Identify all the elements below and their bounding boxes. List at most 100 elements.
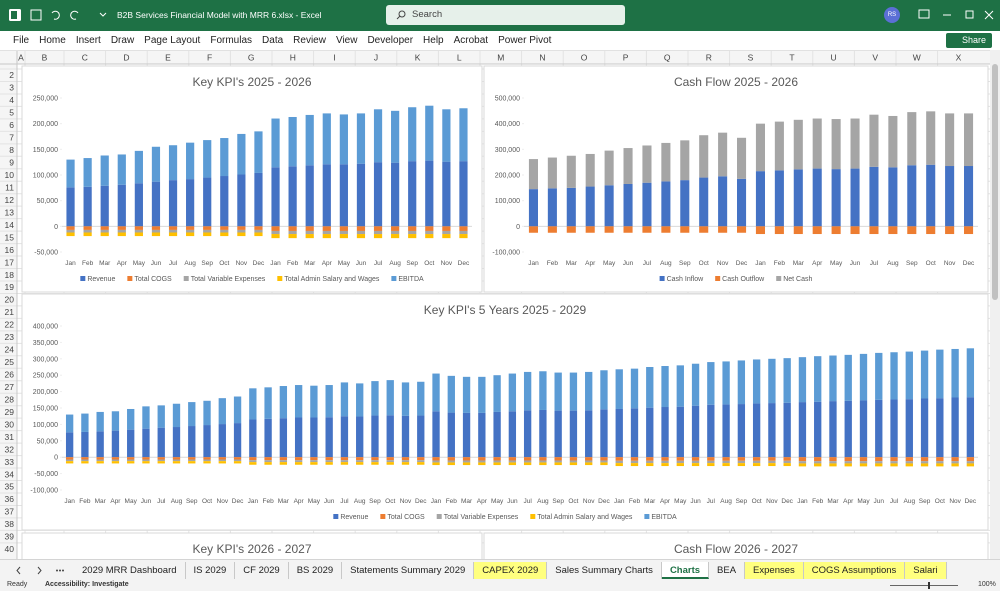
bar xyxy=(402,462,409,465)
column-header: I xyxy=(333,53,335,63)
legend-label: Revenue xyxy=(87,276,115,283)
ribbon-tab[interactable]: View xyxy=(336,35,358,46)
x-tick-label: Dec xyxy=(598,498,610,505)
vertical-scrollbar[interactable] xyxy=(990,50,1000,559)
sheet-tab[interactable]: Salari xyxy=(905,562,946,579)
bar xyxy=(906,461,913,463)
row-header: 4 xyxy=(9,95,14,105)
sheet-tab[interactable]: Expenses xyxy=(745,562,804,579)
row-header: 18 xyxy=(5,270,15,280)
bar xyxy=(907,226,916,234)
sheet-tab[interactable]: Sales Summary Charts xyxy=(547,562,662,579)
ribbon-tab[interactable]: Insert xyxy=(76,35,101,46)
bar xyxy=(829,461,836,463)
bar xyxy=(402,382,409,415)
bar xyxy=(585,457,592,460)
sheet-tab[interactable]: CF 2029 xyxy=(235,562,288,579)
x-tick-label: Aug xyxy=(184,260,196,267)
bar xyxy=(699,135,708,177)
bar xyxy=(967,348,974,397)
sheet-tab[interactable]: COGS Assumptions xyxy=(804,562,905,579)
column-header: T xyxy=(789,53,794,63)
legend-swatch xyxy=(380,514,385,519)
bar xyxy=(66,457,73,459)
sheet-tab[interactable]: BS 2029 xyxy=(289,562,342,579)
bar xyxy=(84,230,92,233)
bar xyxy=(402,460,409,462)
bar xyxy=(586,187,595,227)
bar xyxy=(605,151,614,186)
row-header: 39 xyxy=(5,532,15,542)
bar xyxy=(799,402,806,457)
zoom-slider[interactable] xyxy=(880,580,960,591)
ribbon-tab[interactable]: Review xyxy=(293,35,326,46)
share-button[interactable]: Share xyxy=(946,33,992,48)
x-tick-label: Nov xyxy=(766,498,778,505)
sheet-tab[interactable]: Charts xyxy=(662,562,709,579)
x-tick-label: Jul xyxy=(870,260,879,267)
bar xyxy=(118,230,126,233)
sheet-tab[interactable]: CAPEX 2029 xyxy=(474,562,547,579)
bar xyxy=(631,408,638,457)
bar xyxy=(493,375,500,412)
bar xyxy=(371,462,378,465)
x-tick-label: May xyxy=(674,498,687,505)
ribbon-tab[interactable]: File xyxy=(13,35,29,46)
legend-swatch xyxy=(391,276,396,281)
bar xyxy=(478,462,485,465)
bar xyxy=(906,399,913,457)
bar xyxy=(234,397,241,424)
bar xyxy=(356,417,363,458)
user-avatar[interactable]: RS xyxy=(884,7,900,23)
ribbon-tab[interactable]: Acrobat xyxy=(454,35,488,46)
search-box[interactable]: Search xyxy=(386,5,625,25)
x-tick-label: Dec xyxy=(781,498,793,505)
column-header: O xyxy=(581,53,588,63)
bar xyxy=(570,411,577,458)
ribbon-tab[interactable]: Help xyxy=(423,35,444,46)
x-tick-label: Apr xyxy=(660,498,671,505)
row-header: 34 xyxy=(5,469,15,479)
bar xyxy=(616,409,623,457)
y-tick-label: 300,000 xyxy=(495,147,520,154)
x-tick-label: Jan xyxy=(528,260,539,267)
ribbon-tab[interactable]: Formulas xyxy=(210,35,252,46)
zoom-level[interactable]: 100% xyxy=(978,581,996,588)
ribbon-tab[interactable]: Draw xyxy=(111,35,134,46)
bar xyxy=(66,226,74,230)
sheet-tab[interactable]: BEA xyxy=(709,562,745,579)
accessibility-status[interactable]: Accessibility: Investigate xyxy=(45,581,129,588)
chart-title: Key KPI's 2026 - 2027 xyxy=(192,542,311,556)
bar xyxy=(600,460,607,462)
bar xyxy=(271,234,279,238)
x-tick-label: Jun xyxy=(690,498,701,505)
x-tick-label: Jan xyxy=(270,260,281,267)
bar xyxy=(646,457,653,461)
ribbon-tab[interactable]: Home xyxy=(39,35,66,46)
ribbon-tab[interactable]: Developer xyxy=(367,35,413,46)
bar xyxy=(692,364,699,406)
row-header: 38 xyxy=(5,519,15,529)
bar xyxy=(756,226,765,234)
legend-swatch xyxy=(530,514,535,519)
legend-label: Net Cash xyxy=(783,276,812,283)
sheet-tab[interactable]: Statements Summary 2029 xyxy=(342,562,474,579)
bar xyxy=(642,183,651,227)
window-controls[interactable] xyxy=(915,0,995,31)
ribbon-tab[interactable]: Power Pivot xyxy=(498,35,551,46)
row-header: 8 xyxy=(9,145,14,155)
bar xyxy=(310,460,317,462)
bar xyxy=(775,226,784,234)
tab-nav[interactable] xyxy=(8,560,68,581)
bar xyxy=(112,411,119,430)
bar xyxy=(323,234,331,238)
bar xyxy=(814,402,821,457)
sheet-tab[interactable]: IS 2029 xyxy=(186,562,236,579)
sheet-tab[interactable]: 2029 MRR Dashboard xyxy=(74,562,186,579)
ribbon-tab[interactable]: Data xyxy=(262,35,283,46)
bar xyxy=(326,417,333,457)
bar xyxy=(127,457,134,459)
ribbon-tab[interactable]: Page Layout xyxy=(144,35,200,46)
bar xyxy=(374,231,382,234)
bar xyxy=(718,226,727,232)
